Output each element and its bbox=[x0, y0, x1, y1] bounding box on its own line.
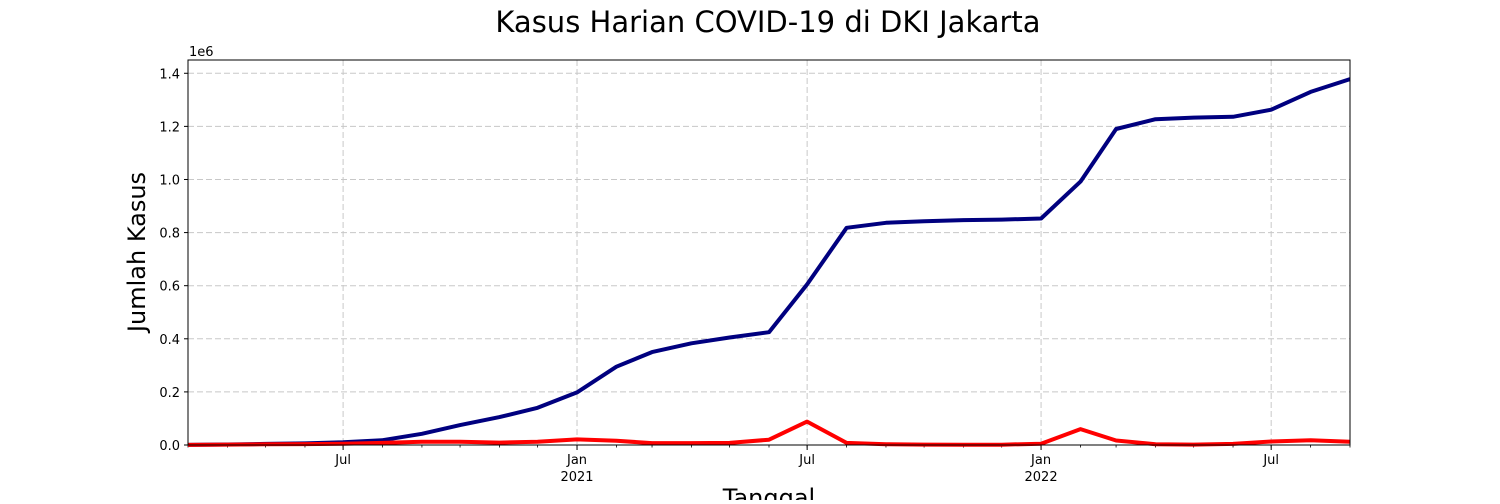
y-tick-label: 0.8 bbox=[159, 227, 180, 242]
y-tick-label: 0.0 bbox=[159, 439, 180, 454]
y-tick-label: 0.6 bbox=[159, 280, 180, 295]
y-tick-label: 1.4 bbox=[159, 67, 180, 82]
y-tick-label: 1.2 bbox=[159, 120, 180, 135]
x-tick-label: Jul bbox=[798, 453, 815, 468]
x-axis-title: Tanggal bbox=[722, 484, 815, 500]
grid-layer bbox=[188, 60, 1350, 445]
y-tick-label: 0.4 bbox=[159, 333, 180, 348]
x-tick-year-label: 2022 bbox=[1025, 470, 1058, 485]
x-tick-label: Jan bbox=[566, 453, 587, 468]
series-layer bbox=[187, 77, 1351, 447]
plot-frame bbox=[187, 59, 1351, 446]
series-line-1 bbox=[187, 77, 1351, 447]
y-axis-title: Jumlah Kasus bbox=[123, 172, 151, 334]
y-tick-label: 1.0 bbox=[159, 173, 180, 188]
x-tick-label: Jul bbox=[334, 453, 351, 468]
x-tick-label: Jul bbox=[1262, 453, 1279, 468]
x-tick-year-label: 2021 bbox=[560, 470, 593, 485]
series-line-2 bbox=[187, 419, 1351, 447]
y-tick-label: 0.2 bbox=[159, 386, 180, 401]
x-tick-label: Jan bbox=[1030, 453, 1051, 468]
ticks-layer: 0.0 0.2 0.4 0.6 0.8 1.0 1.2 1.4 Jul Jan 2021 Jul Jan… bbox=[159, 67, 1351, 485]
chart-title: Kasus Harian COVID-19 di DKI Jakarta bbox=[495, 5, 1040, 39]
y-axis-offset-label: 1e6 bbox=[189, 45, 214, 60]
